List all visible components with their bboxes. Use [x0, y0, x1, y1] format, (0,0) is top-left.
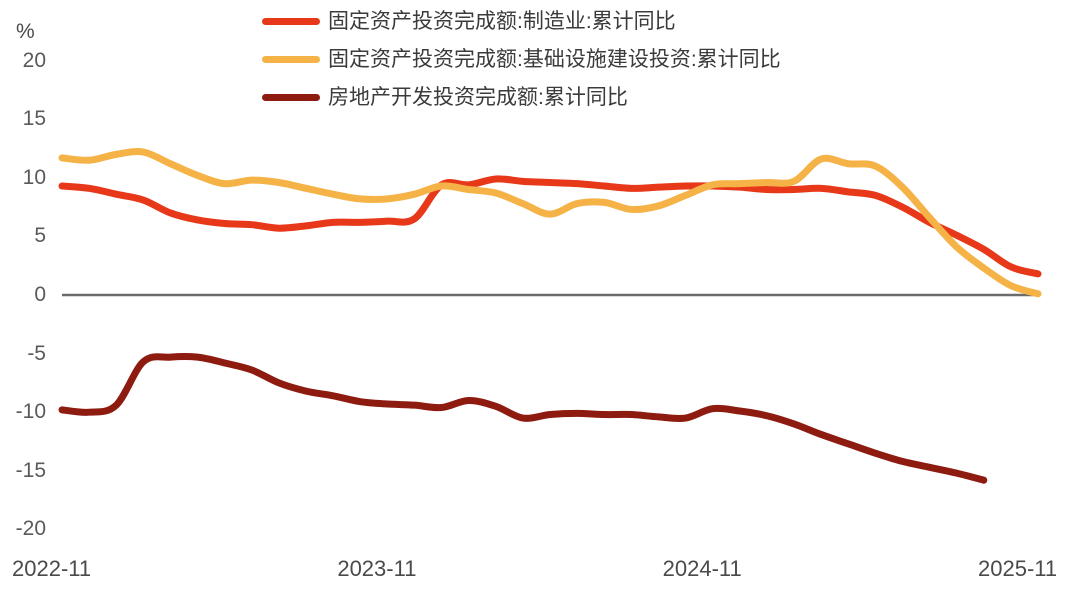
series-line-infrastructure-fai [58, 148, 1042, 298]
x-axis-tick-2022-11: 2022-11 [12, 556, 92, 581]
legend-swatch-infrastructure-fai [262, 55, 320, 63]
legend-item-real-estate-investment[interactable]: 房地产开发投资完成额:累计同比 [262, 78, 1062, 116]
legend-item-infrastructure-fai[interactable]: 固定资产投资完成额:基础设施建设投资:累计同比 [262, 40, 1062, 78]
x-axis-tick-2024-11: 2024-11 [662, 556, 742, 581]
legend-label-manufacturing-fai: 固定资产投资完成额:制造业:累计同比 [328, 9, 676, 33]
legend-item-manufacturing-fai[interactable]: 固定资产投资完成额:制造业:累计同比 [262, 2, 1062, 40]
y-axis-tick-15: 15 [22, 107, 46, 131]
y-axis-tick-neg15: -15 [15, 458, 46, 482]
series-line-manufacturing-fai [58, 175, 1042, 278]
legend-swatch-real-estate-investment [262, 93, 320, 101]
y-axis-tick-neg5: -5 [27, 341, 46, 365]
x-axis-tick-2025-11: 2025-11 [978, 556, 1058, 581]
y-axis-tick-20: 20 [22, 48, 46, 72]
legend-label-infrastructure-fai: 固定资产投资完成额:基础设施建设投资:累计同比 [328, 47, 781, 71]
x-axis-tick-2023-11: 2023-11 [337, 556, 417, 581]
series-lines [58, 148, 1042, 484]
y-axis-tick-5: 5 [34, 224, 46, 248]
legend-label-real-estate-investment: 房地产开发投资完成额:累计同比 [328, 85, 628, 109]
y-axis-tick-neg10: -10 [15, 400, 46, 424]
series-line-real-estate-investment [58, 352, 988, 484]
y-axis-unit-label: % [16, 20, 35, 43]
legend-swatch-manufacturing-fai [262, 17, 320, 25]
chart-legend: 固定资产投资完成额:制造业:累计同比 固定资产投资完成额:基础设施建设投资:累计… [262, 2, 1062, 116]
y-axis-tick-0: 0 [34, 283, 46, 306]
y-axis-tick-neg20: -20 [15, 517, 46, 541]
y-axis-tick-10: 10 [22, 165, 46, 189]
